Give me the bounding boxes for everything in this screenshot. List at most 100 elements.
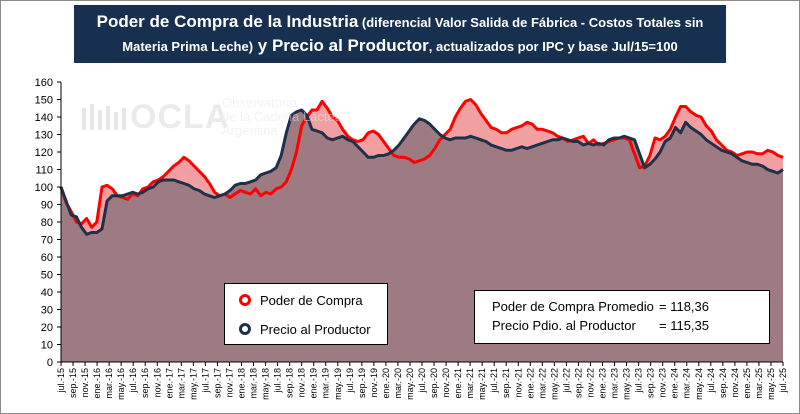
ocla-watermark: OCLA Observatorio de la Cadena Láctea Ar…: [80, 96, 350, 146]
x-tick-label: jul.-18: [273, 368, 283, 394]
stat-label-poder: Poder de Compra Promedio: [492, 299, 654, 314]
title-line2: Materia Prima Leche) y Precio al Product…: [74, 34, 726, 58]
x-tick-label: sep.-17: [212, 368, 222, 398]
x-tick-label: sep.-16: [140, 368, 150, 398]
x-tick-label: jul.-17: [200, 368, 210, 394]
x-tick-label: jul.-19: [345, 368, 355, 394]
x-tick-label: sep.-23: [646, 368, 656, 398]
legend-label-poder: Poder de Compra: [260, 292, 363, 308]
x-tick-label: ene.-22: [525, 368, 535, 399]
x-tick-label: nov.-16: [152, 368, 162, 397]
y-tick-label: 80: [41, 217, 53, 229]
x-tick-label: jul.-23: [634, 368, 644, 394]
y-tick-label: 100: [35, 182, 53, 194]
title-line1: Poder de Compra de la Industria (diferen…: [74, 10, 726, 34]
series-line-poder-compra: [59, 98, 784, 229]
x-tick-label: may.-24: [694, 368, 704, 400]
x-tick-label: mar.-18: [249, 368, 259, 399]
y-tick-label: 40: [41, 287, 53, 299]
y-tick-label: 30: [41, 305, 53, 317]
y-tick-label: 20: [41, 322, 53, 334]
x-tick-label: nov.-17: [225, 368, 235, 397]
y-tick-label: 130: [35, 130, 53, 142]
x-tick-label: may.-25: [766, 368, 776, 400]
y-tick-label: 120: [35, 147, 53, 159]
y-tick-label: 150: [35, 95, 53, 107]
legend-item-poder: Poder de Compra: [239, 291, 363, 309]
x-tick-label: nov.-19: [369, 368, 379, 397]
x-tick-label: mar.-19: [321, 368, 331, 399]
legend-marker-precio: [239, 323, 251, 335]
x-tick-label: ene.-24: [670, 368, 680, 399]
x-tick-label: jul.-22: [561, 368, 571, 394]
stats-box: Poder de Compra Promedio = 118,36 Precio …: [474, 290, 770, 344]
x-tick-label: sep.-20: [429, 368, 439, 398]
watermark-subtitle: Observatorio de la Cadena Láctea Argenti…: [222, 96, 352, 138]
x-tick-label: nov.-24: [730, 368, 740, 397]
title-detail-end: Materia Prima Leche): [122, 39, 254, 54]
x-tick-label: may.-19: [333, 368, 343, 400]
y-tick-label: 90: [41, 200, 53, 212]
x-tick-label: jul.-20: [417, 368, 427, 394]
x-tick-label: ene.-21: [453, 368, 463, 399]
y-tick-label: 0: [47, 357, 53, 369]
x-tick-label: mar.-24: [682, 368, 692, 399]
x-tick-label: mar.-17: [176, 368, 186, 399]
watermark-line3: Argentina: [222, 123, 278, 138]
x-tick-label: may.-20: [405, 368, 415, 400]
y-tick-label: 50: [41, 270, 53, 282]
x-tick-label: ene.-23: [598, 368, 608, 399]
x-tick-label: nov.-20: [441, 368, 451, 397]
x-tick-label: nov.-15: [80, 368, 90, 397]
chart-legend: Poder de Compra Precio al Productor: [224, 283, 388, 345]
x-tick-label: sep.-18: [285, 368, 295, 398]
y-tick-label: 110: [35, 165, 53, 177]
watermark-line2: de la Cadena Láctea: [222, 109, 342, 124]
x-tick-label: may.-17: [188, 368, 198, 400]
title-main: Poder de Compra de la Industria: [96, 12, 359, 31]
series-lines: [59, 98, 784, 236]
x-tick-label: sep.-24: [718, 368, 728, 398]
x-tick-label: ene.-16: [92, 368, 102, 399]
legend-item-precio: Precio al Productor: [239, 320, 371, 338]
x-tick-label: jul.-21: [489, 368, 499, 394]
x-tick-label: nov.-22: [586, 368, 596, 397]
x-tick-label: ene.-18: [237, 368, 247, 399]
watermark-logo-text: OCLA: [130, 98, 231, 136]
x-tick-label: may.-22: [549, 368, 559, 400]
y-tick-label: 140: [35, 112, 53, 124]
x-tick-label: nov.-23: [658, 368, 668, 397]
chart-title-box: Poder de Compra de la Industria (diferen…: [74, 5, 726, 63]
x-tick-label: may.-18: [261, 368, 271, 400]
x-tick-label: may.-16: [116, 368, 126, 400]
x-tick-label: ene.-20: [381, 368, 391, 399]
x-tick-label: jul.-25: [778, 368, 788, 394]
x-tick-label: nov.-21: [513, 368, 523, 397]
cow-logo-icon: [82, 104, 126, 130]
x-tick-label: may.-23: [622, 368, 632, 400]
x-tick-label: mar.-23: [610, 368, 620, 399]
x-tick-label: may.-21: [477, 368, 487, 400]
stat-row-poder: Poder de Compra Promedio = 118,36: [492, 298, 709, 316]
stat-value-precio: = 115,35: [659, 318, 710, 333]
x-tick-label: mar.-21: [465, 368, 475, 399]
stat-row-precio: Precio Pdio. al Productor = 115,35: [492, 317, 709, 335]
x-tick-label: mar.-22: [537, 368, 547, 399]
x-tick-label: mar.-25: [754, 368, 764, 399]
x-tick-label: mar.-20: [393, 368, 403, 399]
legend-marker-poder: [239, 294, 251, 306]
x-tick-label: mar.-16: [104, 368, 114, 399]
x-tick-label: sep.-19: [357, 368, 367, 398]
y-tick-label: 10: [41, 340, 53, 352]
x-tick-label: jul.-16: [128, 368, 138, 394]
axes: 0 10 20 30 40 50 60 70 80 90 100 110 120 130 140 150 160…: [35, 77, 788, 400]
x-tick-label: ene.-17: [164, 368, 174, 399]
legend-label-precio: Precio al Productor: [260, 321, 371, 337]
y-tick-label: 60: [41, 252, 53, 264]
title-secondary: y Precio al Productor: [253, 36, 429, 55]
series-line-precio-productor: [59, 108, 784, 236]
y-tick-label: 160: [35, 77, 53, 89]
x-tick-label: jul.-24: [706, 368, 716, 394]
x-tick-label: jul.-15: [56, 368, 66, 394]
x-tick-label: ene.-25: [742, 368, 752, 399]
